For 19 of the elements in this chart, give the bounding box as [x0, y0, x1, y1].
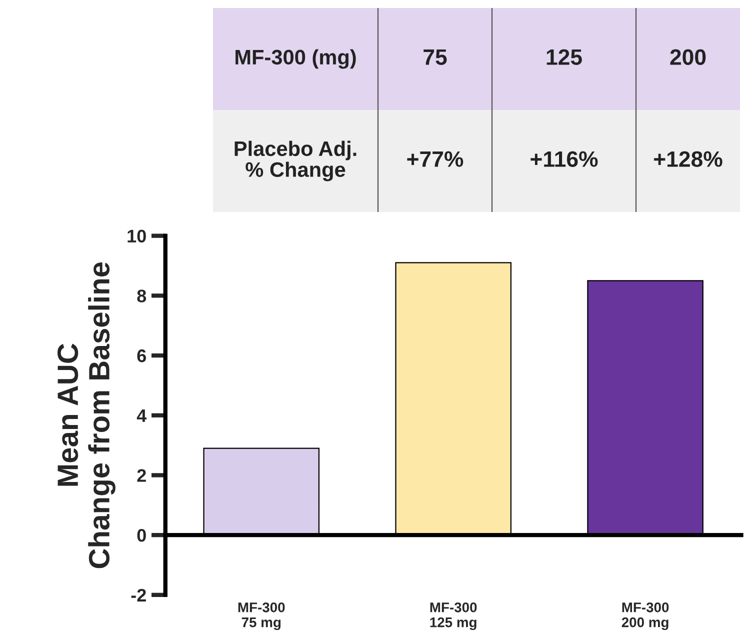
- y-tick-label: 0: [137, 528, 146, 542]
- y-axis-title: Mean AUC Change from Baseline: [57, 262, 116, 568]
- x-tick-label: MF-300 200 mg: [622, 602, 669, 630]
- y-tick-label: 2: [137, 469, 146, 482]
- x-tick-label: MF-300 75 mg: [238, 602, 285, 630]
- y-tick-label: 4: [136, 409, 147, 422]
- text: MF-300 (mg): [236, 49, 356, 69]
- text: 200: [670, 49, 706, 65]
- y-tick-label: -2: [131, 588, 146, 602]
- y-tick-label: 8: [137, 290, 146, 302]
- text: Placebo Adj. % Change: [234, 140, 356, 182]
- text: +116%: [530, 151, 598, 167]
- y-tick-label: 6: [137, 349, 146, 362]
- text: +128%: [654, 151, 722, 167]
- text: 75: [424, 49, 447, 65]
- x-tick-label: MF-300 125 mg: [430, 602, 477, 630]
- y-tick-label: 10: [128, 230, 146, 243]
- text: +77%: [407, 151, 464, 167]
- text: 125: [546, 49, 582, 65]
